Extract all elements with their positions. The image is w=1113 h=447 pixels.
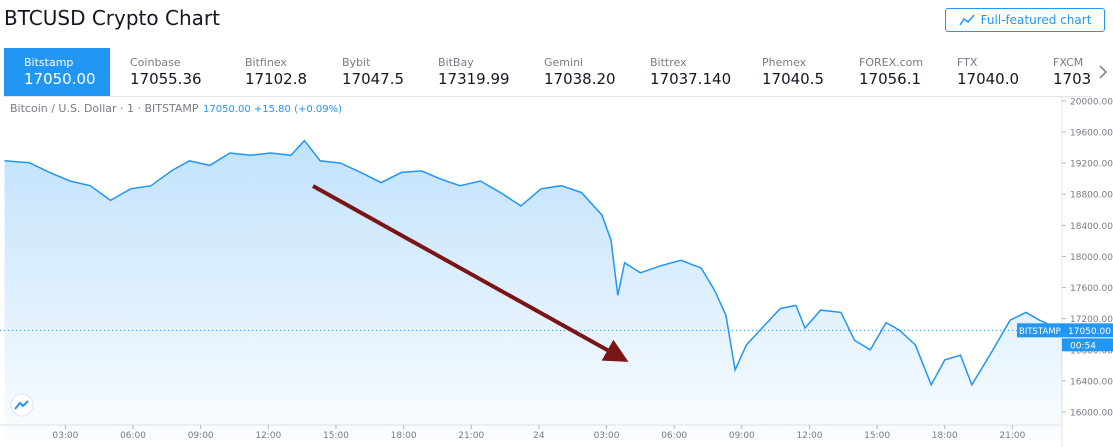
exchange-name: Bitfinex <box>245 56 287 69</box>
y-tick-label: 17600.00 <box>1070 284 1113 294</box>
y-tick-label: 16400.00 <box>1070 377 1113 387</box>
y-tick-label: 18000.00 <box>1070 253 1113 263</box>
exchange-tab[interactable]: Bitstamp 17050.00 <box>4 48 110 96</box>
exchange-tab[interactable]: Gemini 17038.20 <box>524 48 630 96</box>
exchange-price: 17040.5 <box>762 70 825 88</box>
exchange-name: FXCM <box>1053 56 1084 69</box>
exchange-name: Gemini <box>544 56 584 69</box>
exchange-price: 17056.1 <box>859 70 922 88</box>
y-tick-label: 17200.00 <box>1070 315 1113 325</box>
exchange-name: FTX <box>957 56 978 69</box>
exchange-price: 17102.8 <box>245 70 308 88</box>
exchange-price: 17047.5 <box>342 70 405 88</box>
price-line <box>4 139 1063 387</box>
exchange-name: Coinbase <box>130 56 181 69</box>
exchange-price: 17319.99 <box>438 70 510 88</box>
exchange-tab[interactable]: Bittrex 17037.140 <box>630 48 742 96</box>
exchange-tab[interactable]: FTX 17040.0 <box>937 48 1033 96</box>
y-tick-label: 18400.00 <box>1070 222 1113 232</box>
area <box>4 140 1062 440</box>
exchange-name: Bybit <box>342 56 371 69</box>
next-tabs[interactable] <box>1092 48 1113 96</box>
exchange-price: 17040.0 <box>957 70 1020 88</box>
y-tick-label: 19200.00 <box>1070 160 1113 170</box>
arrow-icon <box>1098 65 1107 79</box>
chart-title: Bitcoin / U.S. Dollar · 1 · BITSTAMP <box>10 102 199 115</box>
exchange-name: FOREX.com <box>859 56 924 69</box>
exchange-tab[interactable]: FOREX.com 17056.1 <box>839 48 937 96</box>
chart-subtitle: 17050.00 +15.80 (+0.09%) <box>203 104 342 115</box>
exchange-tab[interactable]: Coinbase 17055.36 <box>110 48 225 96</box>
exchange-name: BitBay <box>438 56 474 69</box>
logo <box>10 393 34 417</box>
exchange-tab[interactable]: FXCM17036 <box>1033 48 1092 96</box>
exchange-price: 17038.20 <box>544 70 616 88</box>
exchange-tabs: Bitstamp 17050.00 Coinbase 17055.36 Bitfinex… <box>4 48 1092 97</box>
exchange-price: 17037.140 <box>650 70 732 88</box>
price-tag-box <box>1017 323 1113 338</box>
countdown-box <box>1062 338 1113 352</box>
exchange-price: 17055.36 <box>130 70 202 88</box>
exchange-price: 17050.00 <box>24 70 96 88</box>
y-tick-label: 18800.00 <box>1070 191 1113 201</box>
exchange-name: Phemex <box>762 56 807 69</box>
exchange-name: Bittrex <box>650 56 687 69</box>
button-label: Full-featured chart <box>980 13 1092 27</box>
trend-arrow <box>312 184 629 362</box>
exchange-tab[interactable]: BitBay 17319.99 <box>418 48 524 96</box>
exchange-price: 17036 <box>1053 70 1092 88</box>
page-title: BTCUSD Crypto Chart <box>4 6 220 30</box>
y-tick-label: 19600.00 <box>1070 129 1113 139</box>
price-tag-name: BITSTAMP <box>1019 327 1061 337</box>
price-tag-label: 17050.00 <box>1068 327 1111 337</box>
countdown: 00:54 <box>1070 341 1096 351</box>
full-chart-button[interactable]: Full-featured chart <box>945 8 1105 32</box>
exchange-tab[interactable]: Bybit 17047.5 <box>322 48 418 96</box>
chart-icon <box>958 14 975 26</box>
y-tick-label: 20000.00 <box>1070 97 1113 107</box>
y-tick-label: 16000.00 <box>1070 409 1113 419</box>
exchange-name: Bitstamp <box>24 56 74 69</box>
exchange-tab[interactable]: Bitfinex 17102.8 <box>225 48 322 96</box>
exchange-tab[interactable]: Phemex 17040.5 <box>742 48 839 96</box>
